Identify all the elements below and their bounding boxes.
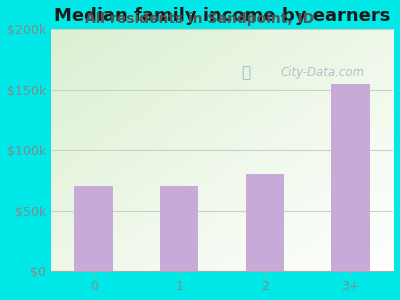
Title: Median family income by earners: Median family income by earners <box>54 7 390 25</box>
Text: ⓘ: ⓘ <box>241 65 250 80</box>
Bar <box>331 84 370 271</box>
Bar <box>74 186 113 271</box>
Text: All residents in Sandpoint, ID: All residents in Sandpoint, ID <box>86 12 314 26</box>
Bar <box>246 174 284 271</box>
Text: City-Data.com: City-Data.com <box>280 66 364 79</box>
Bar <box>160 186 198 271</box>
